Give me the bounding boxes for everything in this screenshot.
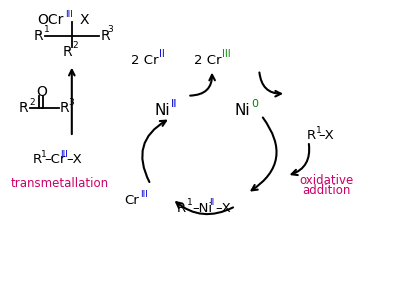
Text: 2 Cr: 2 Cr <box>131 54 158 67</box>
Text: –Ni: –Ni <box>192 202 212 215</box>
Text: 0: 0 <box>251 98 258 108</box>
Text: R: R <box>177 202 186 215</box>
Text: R: R <box>32 153 42 166</box>
Text: R: R <box>34 29 44 43</box>
Text: –Cr: –Cr <box>44 153 66 166</box>
Text: –X: –X <box>318 129 334 142</box>
Text: –X: –X <box>216 202 232 215</box>
Text: 2 Cr: 2 Cr <box>194 54 222 67</box>
Text: Ni: Ni <box>154 103 170 118</box>
Text: 1: 1 <box>42 150 47 159</box>
Text: R: R <box>306 129 316 142</box>
Text: 1: 1 <box>316 126 321 135</box>
Text: 1: 1 <box>186 198 192 207</box>
Text: III: III <box>60 150 68 159</box>
Text: transmetallation: transmetallation <box>11 177 109 190</box>
Text: 1: 1 <box>44 26 50 34</box>
Text: III: III <box>140 190 148 199</box>
Text: 3: 3 <box>68 98 74 107</box>
Text: R: R <box>60 101 69 115</box>
Text: III: III <box>65 10 72 19</box>
Text: oxidative: oxidative <box>299 174 353 187</box>
Text: R: R <box>19 101 28 115</box>
Text: Cr: Cr <box>124 194 139 207</box>
Text: II: II <box>159 49 165 59</box>
Text: X: X <box>80 13 89 27</box>
Text: R: R <box>62 45 72 59</box>
Text: II: II <box>170 98 177 108</box>
Text: II: II <box>210 198 215 207</box>
Text: O: O <box>36 85 47 99</box>
Text: 3: 3 <box>107 26 113 34</box>
Text: Ni: Ni <box>235 103 250 118</box>
Text: 2: 2 <box>72 41 78 50</box>
Text: –X: –X <box>67 153 82 166</box>
Text: addition: addition <box>302 184 350 197</box>
Text: R: R <box>100 29 110 43</box>
Text: OCr: OCr <box>38 13 64 27</box>
Text: 2: 2 <box>29 98 35 107</box>
Text: III: III <box>222 49 231 59</box>
